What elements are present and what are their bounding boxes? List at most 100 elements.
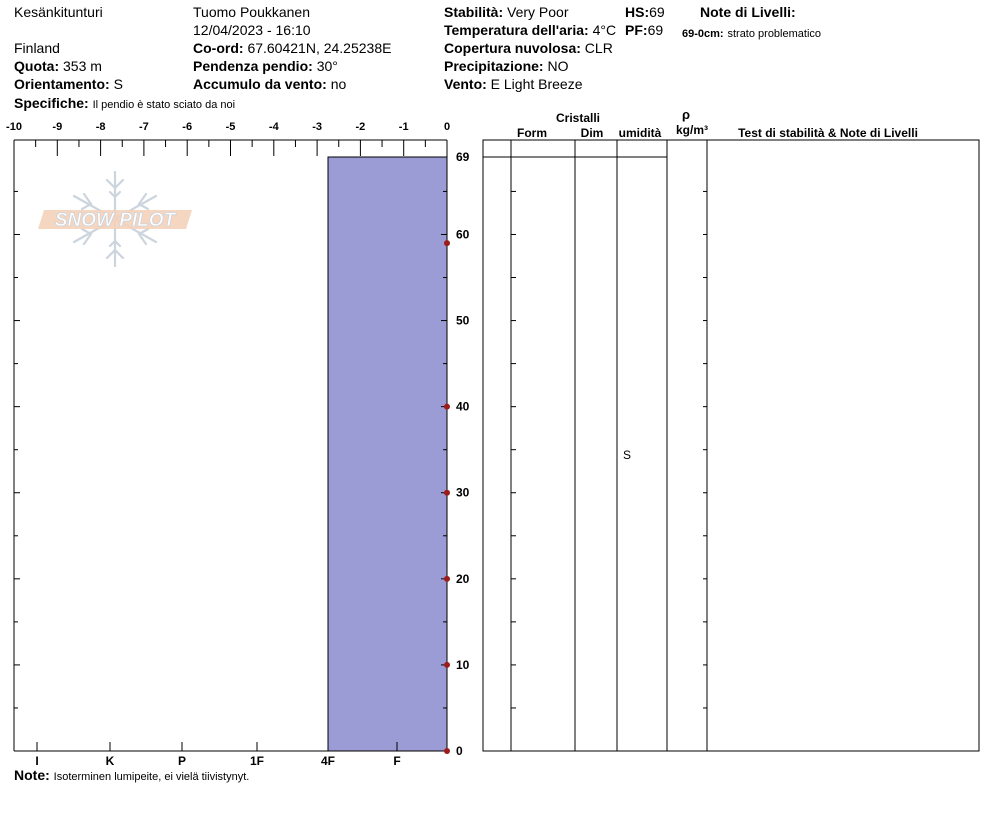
height-tick-label: 60 xyxy=(456,227,470,241)
hardness-tick-label: P xyxy=(178,754,186,768)
coordinates-row: Co-ord: 67.60421N, 24.25238E xyxy=(193,40,391,56)
header-size: Dim xyxy=(581,126,604,140)
height-tick-label: 40 xyxy=(456,400,470,414)
height-tick-label: 30 xyxy=(456,486,470,500)
layer-note-depth: 69-0cm: xyxy=(682,28,724,40)
wind-value: E Light Breeze xyxy=(490,76,583,92)
note-label: Note: xyxy=(14,767,50,783)
aspect-value: S xyxy=(113,76,123,92)
slope-value: 30° xyxy=(316,58,338,74)
temp-tick-label: -10 xyxy=(6,121,22,133)
stability-row: Stabilità: Very Poor xyxy=(444,4,569,20)
wind-label: Vento: xyxy=(444,76,487,92)
layer-note-text: strato problematico xyxy=(727,28,822,40)
header-form: Form xyxy=(517,126,547,140)
hs-value: 69 xyxy=(649,4,665,20)
temp-tick-label: -8 xyxy=(96,121,106,133)
header-tests: Test di stabilità & Note di Livelli xyxy=(738,126,918,140)
elevation-value: 353 m xyxy=(63,58,102,74)
table-height-ticks xyxy=(511,190,707,709)
temp-tick-label: -6 xyxy=(182,121,192,133)
temperature-point-5 xyxy=(444,748,450,754)
hs-label: HS: xyxy=(625,4,650,20)
temperature-point-2 xyxy=(444,489,450,496)
header-density-symbol: ρ xyxy=(682,107,690,122)
temp-tick-label: -4 xyxy=(269,121,280,133)
country-name: Finland xyxy=(14,40,60,56)
footer-note: Note: Isoterminen lumipeite, ei vielä ti… xyxy=(14,767,249,785)
height-tick-label: 20 xyxy=(456,572,470,586)
sky-row: Copertura nuvolosa: CLR xyxy=(444,40,613,56)
tick-group xyxy=(13,140,448,751)
wind-loading-label: Accumulo da vento: xyxy=(193,76,327,92)
temperature-point-1 xyxy=(444,403,450,410)
height-tick-labels: 0 10 20 30 40 50 60 69 xyxy=(456,150,470,758)
aspect-label: Orientamento: xyxy=(14,76,110,92)
height-tick-label: 50 xyxy=(456,314,470,328)
temperature-points xyxy=(444,240,450,754)
temperature-tick-labels: -10 -9 -8 -7 -6 -5 -4 -3 -2 -1 0 xyxy=(6,121,450,133)
hs-row: HS:69 xyxy=(625,4,665,20)
sky-label: Copertura nuvolosa: xyxy=(444,40,581,56)
temp-tick-label: -7 xyxy=(139,121,149,133)
hardness-tick-label: I xyxy=(35,754,38,768)
temp-tick-label: -3 xyxy=(312,121,322,133)
observer-name: Tuomo Poukkanen xyxy=(193,4,310,20)
pf-label: PF: xyxy=(625,22,648,38)
specifics-value: Il pendio è stato sciato da noi xyxy=(92,99,236,111)
layer-notes-title: Note di Livelli: xyxy=(700,4,796,20)
temp-tick-label: -5 xyxy=(226,121,236,133)
hardness-tick-label: K xyxy=(106,754,115,768)
hardness-tick-labels: I K P 1F 4F F xyxy=(35,754,400,768)
height-tick-label: 10 xyxy=(456,658,470,672)
hardness-tick-label: F xyxy=(393,754,400,768)
sky-value: CLR xyxy=(584,40,613,56)
header-moisture: umidità xyxy=(619,126,662,140)
wind-loading-row: Accumulo da vento: no xyxy=(193,76,346,92)
elevation-label: Quota: xyxy=(14,58,60,74)
hardness-tick-label: 4F xyxy=(321,754,335,768)
coord-value: 67.60421N, 24.25238E xyxy=(247,40,392,56)
slope-label: Pendenza pendio: xyxy=(193,58,313,74)
stability-label: Stabilità: xyxy=(444,4,504,20)
elevation-row: Quota: 353 m xyxy=(14,58,102,74)
temperature-point-3 xyxy=(444,575,450,582)
aspect-row: Orientamento: S xyxy=(14,76,123,92)
temp-tick-label: -2 xyxy=(356,121,366,133)
observation-datetime: 12/04/2023 - 16:10 xyxy=(193,22,311,38)
location-name: Kesänkitunturi xyxy=(14,4,103,20)
coord-label: Co-ord: xyxy=(193,40,244,56)
snowpilot-logo: SNOW PILOT xyxy=(38,170,192,268)
pf-value: 69 xyxy=(647,22,664,38)
layer-note-row: 69-0cm: strato problematico xyxy=(682,24,821,42)
snow-layer-bar-0 xyxy=(327,156,448,752)
logo-text: SNOW PILOT xyxy=(55,210,177,231)
wind-loading-value: no xyxy=(330,76,347,92)
layer-table-frame xyxy=(482,139,980,752)
temperature-point-4 xyxy=(444,661,450,668)
air-temp-row: Temperatura dell'aria: 4°C xyxy=(444,22,616,38)
wind-row: Vento: E Light Breeze xyxy=(444,76,583,92)
specifics-row: Specifiche: Il pendio è stato sciato da … xyxy=(14,95,235,113)
hardness-tick-label: 1F xyxy=(250,754,264,768)
precip-label: Precipitazione: xyxy=(444,58,544,74)
height-tick-label: 0 xyxy=(456,744,463,758)
temperature-point-0 xyxy=(444,240,450,247)
layer-moisture-value: S xyxy=(623,448,631,462)
layer-group xyxy=(327,156,448,752)
header-crystals: Cristalli xyxy=(556,111,600,125)
air-temp-value: 4°C xyxy=(592,22,617,38)
header-density-unit: kg/m³ xyxy=(676,123,708,137)
temp-tick-label: -1 xyxy=(399,121,409,133)
height-tick-label: 69 xyxy=(456,150,470,164)
note-text: Isoterminen lumipeite, ei vielä tiivisty… xyxy=(53,771,250,783)
slope-row: Pendenza pendio: 30° xyxy=(193,58,338,74)
air-temp-label: Temperatura dell'aria: xyxy=(444,22,589,38)
precip-row: Precipitazione: NO xyxy=(444,58,568,74)
stability-value: Very Poor xyxy=(507,4,569,20)
precip-value: NO xyxy=(547,58,569,74)
pf-row: PF:69 xyxy=(625,22,663,38)
temp-tick-label: -9 xyxy=(52,121,62,133)
specifics-label: Specifiche: xyxy=(14,95,89,111)
